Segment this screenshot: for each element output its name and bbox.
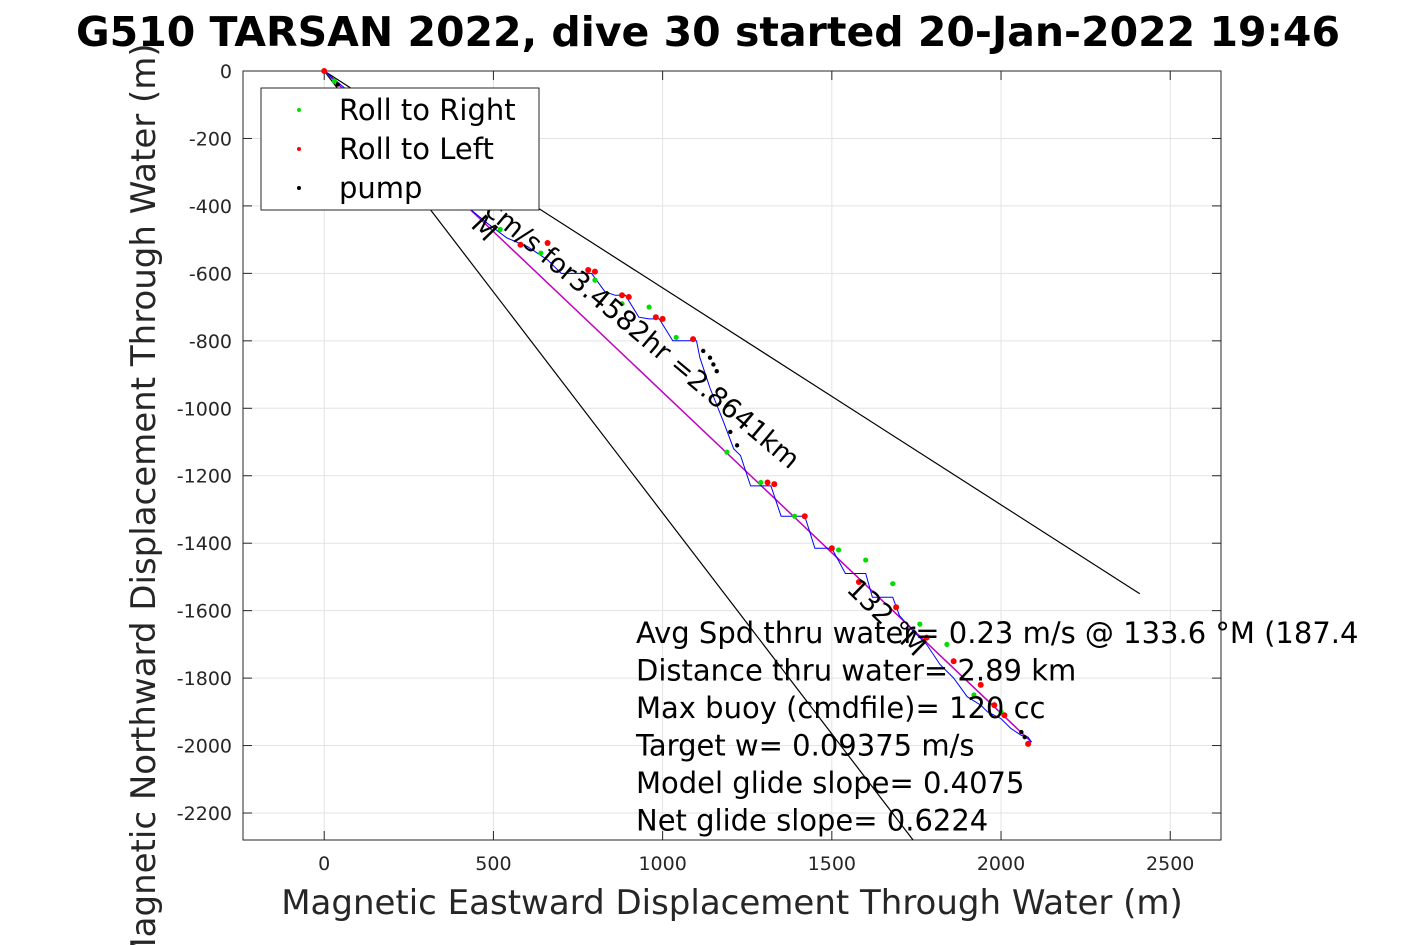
roll-left-marker	[625, 293, 632, 300]
roll-left-marker	[923, 634, 930, 641]
roll-left-marker	[321, 68, 328, 74]
stat-line: Max buoy (cmdfile)= 120 cc	[636, 691, 1045, 725]
roll-left-marker	[659, 315, 666, 322]
y-tick-label: 0	[220, 61, 232, 83]
legend-label: Roll to Right	[339, 93, 516, 127]
legend-marker	[297, 108, 301, 112]
y-axis: 0 -200 -400 -600 -800 -1000 -1200 -1400 -1600 -18…	[177, 61, 1221, 825]
legend-label: Roll to Left	[339, 132, 494, 166]
y-tick-label: -1000	[177, 398, 232, 420]
plot-frame	[242, 70, 1222, 841]
roll-right-marker	[331, 78, 337, 84]
roll-left-marker	[652, 314, 659, 321]
pump-marker	[711, 362, 716, 367]
stat-line: Distance thru water= 2.89 km	[636, 654, 1076, 688]
roll-right-marker	[890, 581, 896, 587]
roll-left-marker	[591, 268, 598, 275]
roll-left-marker	[764, 479, 771, 486]
legend-box	[260, 87, 540, 211]
roll-left-marker	[517, 241, 524, 248]
roll-left-marker	[544, 240, 551, 247]
roll-right-marker	[646, 304, 652, 310]
pump-marker	[728, 429, 733, 435]
x-tick-label: 2500	[1146, 853, 1194, 875]
y-tick-label: -1600	[177, 601, 232, 623]
track	[323, 70, 1032, 743]
roll-right-marker	[592, 277, 598, 283]
pump-marker	[714, 368, 719, 374]
roll-right-marker	[917, 621, 923, 627]
pump-marker	[707, 355, 713, 360]
roll-left-marker	[855, 578, 862, 585]
legend-marker	[297, 147, 301, 151]
x-axis: 0 500 1000 1500 2000 2500	[318, 71, 1194, 875]
roll-right-marker	[944, 641, 950, 647]
stat-line: Target w= 0.09375 m/s	[635, 729, 974, 763]
legend-label: pump	[339, 171, 422, 205]
y-tick-label: -1200	[177, 466, 232, 488]
roll-left-marker	[619, 292, 626, 299]
roll-left-marker	[991, 702, 998, 709]
stats-text: Avg Spd thru water= 0.23 m/s @ 133.6 °M …	[635, 616, 1358, 838]
roll-left-marker	[893, 604, 900, 611]
diagonal-annotation: cm/s for3.4582hr =2.8641km	[479, 194, 806, 475]
legend: Roll to Right Roll to Left pump	[260, 87, 540, 211]
roll-left-marker	[801, 513, 808, 520]
x-tick-label: 1000	[638, 853, 686, 875]
roll-left-marker	[828, 545, 835, 552]
roll-left-marker	[1025, 740, 1032, 747]
pump-marker	[1022, 734, 1027, 740]
roll-right-marker	[497, 226, 503, 233]
x-tick-label: 2000	[977, 853, 1025, 875]
dive-track	[323, 70, 1032, 743]
pump-marker	[1019, 729, 1024, 735]
y-tick-label: -1800	[177, 668, 232, 690]
roll-left-marker	[977, 681, 984, 688]
roll-right-marker	[863, 557, 869, 563]
stat-line: Net glide slope= 0.6224	[636, 804, 988, 838]
roll-left-marker	[585, 266, 592, 273]
chart-title: G510 TARSAN 2022, dive 30 started 20-Jan…	[76, 8, 1340, 56]
roll-right-marker	[538, 250, 544, 256]
legend-marker	[297, 186, 301, 190]
pump-marker	[734, 443, 740, 448]
stat-line: Model glide slope= 0.4075	[636, 766, 1024, 800]
y-tick-label: -1400	[177, 533, 232, 555]
y-tick-label: -200	[189, 128, 232, 150]
x-tick-label: 0	[318, 853, 330, 875]
y-axis-label: Magnetic Northward Displacement Through …	[124, 43, 164, 945]
y-tick-label: -2000	[177, 736, 232, 758]
x-tick-label: 1500	[808, 853, 856, 875]
pump-marker	[701, 348, 706, 354]
roll-right-marker	[792, 513, 798, 519]
roll-right-marker	[619, 301, 625, 307]
y-tick-label: -2200	[177, 803, 232, 825]
roll-right-marker	[724, 449, 730, 455]
y-tick-label: -600	[189, 263, 232, 285]
x-axis-label: Magnetic Eastward Displacement Through W…	[281, 883, 1183, 923]
roll-right-marker	[673, 334, 679, 341]
roll-left-marker	[771, 481, 778, 488]
roll-left-marker	[690, 336, 697, 343]
roll-right-marker	[758, 479, 764, 486]
roll-right-marker	[835, 547, 842, 553]
markers	[321, 68, 1032, 747]
roll-left-marker	[1001, 712, 1008, 719]
y-tick-label: -800	[189, 331, 232, 353]
stat-line: Avg Spd thru water= 0.23 m/s @ 133.6 °M …	[636, 616, 1358, 650]
roll-right-marker	[971, 692, 977, 698]
pump-marker	[335, 82, 340, 87]
roll-left-marker	[950, 658, 957, 665]
y-tick-label: -400	[189, 196, 232, 218]
grid	[243, 70, 1221, 840]
x-tick-label: 500	[475, 853, 511, 875]
